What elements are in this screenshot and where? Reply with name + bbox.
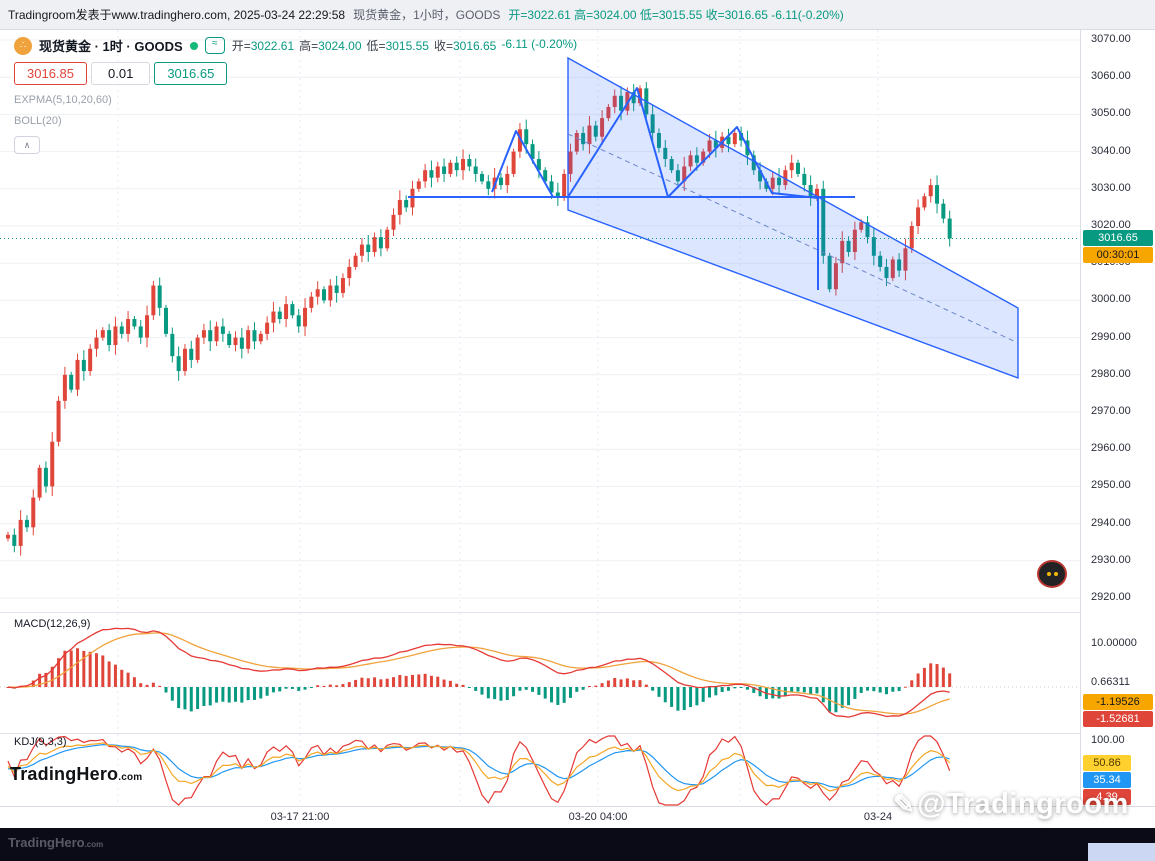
kdj-indicator-label[interactable]: KDJ(9,3,3) — [14, 736, 67, 748]
scrollbar-corner[interactable] — [1088, 843, 1155, 861]
time-axis[interactable]: 03-17 21:00 03-20 04:00 03-24 — [0, 806, 1155, 829]
close-value: 3016.65 — [452, 39, 497, 53]
price-tick-label: 2940.00 — [1091, 516, 1131, 529]
grid-lines — [0, 30, 1080, 612]
stream-icon[interactable]: ≈ — [204, 37, 225, 54]
price-axis[interactable]: 3070.00 3060.00 3050.00 3040.00 3030.00 3020.… — [1080, 30, 1155, 806]
price-tick-label: 2960.00 — [1091, 442, 1131, 455]
kdj-panel[interactable] — [0, 733, 1080, 807]
macd-dea-badge: -1.19526 — [1083, 694, 1153, 710]
chart-legend: ∴ 现货黄金 · 1时 · GOODS ≈ 开=3022.61 高=3024.0… — [14, 36, 577, 154]
bid-button[interactable]: 3016.85 — [14, 62, 87, 85]
time-label-3: 03-24 — [863, 811, 893, 823]
price-tick-label: 2950.00 — [1091, 479, 1131, 492]
low-value: 3015.55 — [385, 39, 429, 53]
high-label: 高= — [299, 39, 319, 53]
footer-logo: TradingHero.com — [8, 835, 104, 850]
price-tick-label: 2930.00 — [1091, 553, 1131, 566]
candlestick-chart[interactable] — [0, 30, 1080, 612]
watermark: ✎@Tradingroom — [893, 788, 1129, 821]
tradinghero-logo: TradingHero.com — [10, 764, 143, 784]
mascot-icon[interactable] — [1037, 560, 1067, 588]
price-tick-label: 3060.00 — [1091, 70, 1131, 83]
last-price-badge: 3016.65 — [1083, 230, 1153, 246]
boll-indicator-label[interactable]: BOLL(20) — [14, 115, 62, 127]
macd-indicator-label[interactable]: MACD(12,26,9) — [14, 618, 91, 630]
mascot-eye — [1046, 572, 1051, 576]
kdj-k-badge: 50.86 — [1083, 755, 1131, 771]
spread-box: 0.01 — [91, 62, 151, 85]
low-label: 低= — [366, 39, 386, 53]
quote-buttons: 3016.85 0.01 3016.65 — [14, 62, 577, 85]
kdj-lines — [7, 735, 951, 806]
high-value: 3024.00 — [318, 39, 362, 53]
change-value: -6.11 (-0.20%) — [501, 37, 578, 51]
macd-panel[interactable] — [0, 612, 1080, 734]
publisher-text: Tradingroom发表于www.tradinghero.com, 2025-… — [8, 8, 346, 22]
price-tick-label: 3020.00 — [1091, 219, 1131, 231]
mascot-eye — [1053, 572, 1058, 576]
price-tick-label: 3070.00 — [1091, 33, 1131, 45]
open-value: 3022.61 — [250, 39, 295, 53]
ohlc-values: 开=3022.61 高=3024.00 低=3015.55 收=3016.65 … — [232, 37, 577, 54]
kdj-j-badge: 4.39 — [1083, 789, 1131, 805]
price-tick-label: 2990.00 — [1091, 330, 1131, 343]
ohlc-summary: 开=3022.61 高=3024.00 低=3015.55 收=3016.65 … — [508, 8, 844, 22]
price-tick-label: 2920.00 — [1091, 591, 1131, 603]
kdj-grid — [117, 734, 879, 807]
chart-title[interactable]: 现货黄金 · 1时 · GOODS — [39, 39, 183, 54]
kdj-d-badge: 35.34 — [1083, 772, 1131, 788]
time-label-1: 03-17 21:00 — [270, 811, 330, 823]
instrument-icon: ∴ — [14, 36, 32, 55]
macd-lines — [7, 627, 950, 718]
kdj-axis-max: 100.00 — [1091, 734, 1125, 746]
expma-indicator-label[interactable]: EXPMA(5,10,20,60) — [14, 94, 112, 106]
time-label-2: 03-20 04:00 — [568, 811, 628, 823]
watermark-text: @Tradingroom — [917, 788, 1129, 820]
top-status-bar: Tradingroom发表于www.tradinghero.com, 2025-… — [0, 0, 1155, 30]
symbol-text: 现货黄金，1小时，GOODS — [353, 8, 501, 22]
ask-button[interactable]: 3016.65 — [154, 62, 228, 85]
price-tick-label: 3000.00 — [1091, 293, 1131, 306]
trend-channel — [567, 56, 1019, 380]
collapse-button[interactable]: ∧ — [14, 136, 40, 154]
price-tick-label: 2970.00 — [1091, 405, 1131, 417]
macd-histogram — [6, 648, 952, 713]
price-tick-label: 3050.00 — [1091, 107, 1131, 120]
market-status-dot — [189, 41, 198, 50]
macd-axis-max: 10.00000 — [1091, 637, 1137, 649]
price-tick-label: 2980.00 — [1091, 367, 1131, 380]
bar-countdown-badge: 00:30:01 — [1083, 247, 1153, 263]
footer-bar: TradingHero.com — [0, 828, 1155, 861]
price-tick-label: 3030.00 — [1091, 181, 1131, 194]
close-label: 收= — [433, 39, 453, 53]
candles — [6, 82, 952, 556]
trend-lines — [408, 87, 855, 290]
price-tick-label: 3040.00 — [1091, 144, 1131, 157]
open-label: 开= — [231, 39, 251, 53]
macd-dif-badge: -1.52681 — [1083, 711, 1153, 727]
pen-icon: ✎ — [893, 789, 916, 819]
macd-axis-current: 0.66311 — [1091, 676, 1130, 688]
